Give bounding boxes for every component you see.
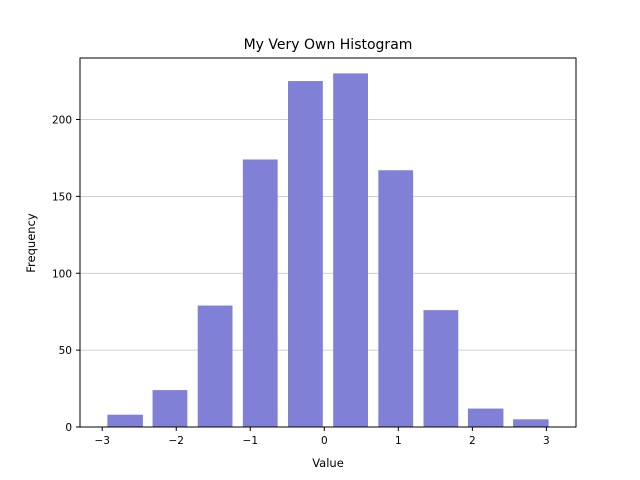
x-tick-label-2: −1 bbox=[243, 435, 258, 447]
x-tick-label-3: 0 bbox=[321, 435, 328, 447]
histogram-bar-0 bbox=[107, 414, 143, 427]
x-tick-label-5: 2 bbox=[469, 435, 476, 447]
x-tick-label-1: −2 bbox=[168, 435, 183, 447]
histogram-bar-7 bbox=[423, 310, 459, 427]
x-tick-label-4: 1 bbox=[395, 435, 402, 447]
histogram-bar-6 bbox=[378, 170, 414, 428]
y-tick-label-4: 200 bbox=[52, 115, 72, 127]
y-tick-label-3: 150 bbox=[52, 191, 72, 203]
histogram-bar-4 bbox=[288, 81, 323, 427]
y-axis-label: Frequency bbox=[24, 213, 38, 273]
y-tick-label-0: 0 bbox=[65, 422, 72, 434]
x-tick-label-6: 3 bbox=[543, 435, 550, 447]
histogram-bar-2 bbox=[197, 305, 233, 427]
x-axis-label: Value bbox=[312, 456, 344, 470]
grid-layer bbox=[80, 119, 576, 351]
chart-title: My Very Own Histogram bbox=[244, 37, 413, 53]
histogram-bar-9 bbox=[513, 419, 549, 427]
histogram-bar-3 bbox=[242, 159, 278, 427]
y-tick-label-2: 100 bbox=[52, 268, 72, 280]
x-tick-label-0: −3 bbox=[94, 435, 109, 447]
histogram-bar-1 bbox=[152, 390, 188, 427]
bars-layer bbox=[107, 73, 549, 428]
plot-frame bbox=[79, 57, 577, 428]
y-tick-label-1: 50 bbox=[59, 345, 72, 357]
histogram-bar-8 bbox=[467, 408, 504, 427]
histogram-bar-5 bbox=[333, 73, 368, 427]
ticks-layer: −3 −2 −1 0 1 2 3 0 50 100 150 200 bbox=[52, 115, 550, 448]
